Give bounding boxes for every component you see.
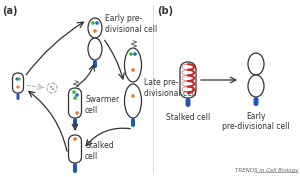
Ellipse shape (13, 73, 23, 84)
Ellipse shape (13, 82, 23, 93)
Circle shape (72, 90, 76, 94)
Text: TRENDS in Cell Biology: TRENDS in Cell Biology (235, 168, 298, 173)
Circle shape (15, 77, 19, 81)
Circle shape (73, 96, 77, 100)
Circle shape (52, 88, 54, 90)
Bar (68, 141, 82, 156)
FancyBboxPatch shape (73, 163, 77, 173)
Circle shape (16, 85, 20, 89)
Ellipse shape (68, 135, 82, 148)
FancyBboxPatch shape (16, 93, 20, 100)
Circle shape (75, 93, 79, 97)
Circle shape (131, 68, 135, 72)
FancyBboxPatch shape (185, 98, 190, 107)
Ellipse shape (180, 62, 196, 78)
Ellipse shape (88, 38, 102, 60)
Circle shape (131, 94, 135, 98)
Circle shape (50, 86, 52, 88)
Text: (a): (a) (2, 6, 17, 16)
Ellipse shape (68, 150, 82, 163)
Circle shape (133, 52, 137, 56)
FancyBboxPatch shape (73, 118, 77, 127)
Bar (180, 70, 196, 90)
Circle shape (17, 77, 21, 81)
Circle shape (73, 137, 77, 141)
Text: Late pre-
divisional cell: Late pre- divisional cell (144, 78, 196, 98)
Text: Early pre-
divisional cell: Early pre- divisional cell (105, 14, 157, 34)
Text: (b): (b) (157, 6, 173, 16)
Text: Swarmer
cell: Swarmer cell (85, 95, 119, 115)
Text: Stalked
cell: Stalked cell (85, 141, 114, 161)
FancyBboxPatch shape (93, 60, 97, 68)
Text: Stalked cell: Stalked cell (166, 113, 210, 122)
Ellipse shape (180, 82, 196, 98)
Bar (68, 95, 82, 112)
Circle shape (75, 111, 79, 115)
Ellipse shape (248, 53, 264, 75)
Text: Early
pre-divisional cell: Early pre-divisional cell (222, 112, 290, 131)
Circle shape (91, 21, 95, 25)
Ellipse shape (124, 48, 142, 82)
Circle shape (93, 29, 97, 33)
FancyBboxPatch shape (254, 97, 259, 106)
Bar (13, 79, 23, 87)
Ellipse shape (124, 84, 142, 118)
Ellipse shape (88, 18, 102, 38)
Circle shape (95, 21, 99, 25)
Ellipse shape (68, 105, 82, 118)
Circle shape (129, 52, 133, 56)
FancyBboxPatch shape (131, 118, 135, 127)
Ellipse shape (248, 75, 264, 97)
Ellipse shape (68, 88, 82, 101)
